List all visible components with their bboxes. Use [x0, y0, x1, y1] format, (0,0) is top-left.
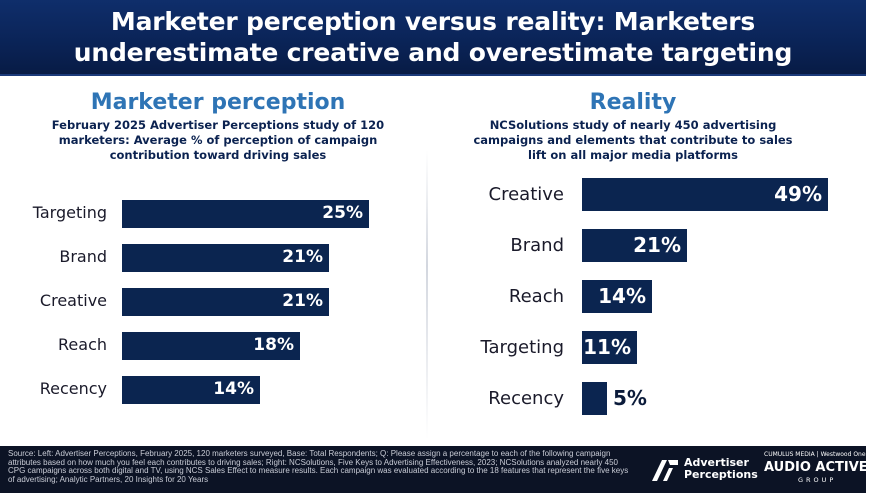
right-panel-title: Reality	[589, 90, 677, 115]
category-label: Brand	[59, 247, 107, 266]
bar-value-label: 14%	[213, 379, 254, 400]
bar-value-label: 14%	[598, 284, 646, 309]
bar-value-label: 21%	[282, 291, 323, 312]
bar-value-label: 21%	[282, 247, 323, 268]
bar-value-label: 49%	[774, 182, 822, 207]
cumulus-westwood-text: CUMULUS MEDIA | Westwood One	[764, 451, 866, 458]
category-label: Recency	[488, 387, 564, 409]
bar	[122, 376, 260, 404]
bar	[582, 178, 828, 211]
bar-value-label: 5%	[613, 386, 647, 411]
logo1-line1: Advertiser	[684, 456, 749, 469]
left-panel-title: Marketer perception	[90, 90, 346, 115]
panel-divider	[426, 150, 428, 440]
bar-value-label: 11%	[583, 335, 631, 360]
logo1-line2: Perceptions	[684, 468, 758, 481]
left-panel-subtitle: February 2025 Advertiser Perceptions stu…	[51, 118, 385, 162]
bar-value-label: 25%	[322, 203, 363, 224]
page-title: Marketer perception versus reality: Mark…	[73, 7, 793, 67]
bar	[122, 200, 369, 228]
audio-active-text: AUDIO ACTIVE	[764, 460, 868, 475]
audio-active-group-logo: CUMULUS MEDIA | Westwood One AUDIO ACTIV…	[762, 450, 868, 488]
category-label: Targeting	[480, 336, 564, 358]
bar-value-label: 18%	[253, 335, 294, 356]
advertiser-perceptions-logo-icon	[652, 460, 678, 481]
bar	[122, 244, 329, 272]
bar	[582, 229, 687, 262]
footer: Source: Left: Advertiser Perceptions, Fe…	[0, 446, 866, 493]
bar	[582, 382, 607, 415]
category-label: Creative	[488, 183, 564, 205]
bar-value-label: 21%	[633, 233, 681, 258]
header-banner: Marketer perception versus reality: Mark…	[0, 0, 866, 76]
group-text: GROUP	[798, 476, 837, 484]
right-panel-subtitle: NCSolutions study of nearly 450 advertis…	[473, 118, 793, 162]
category-label: Creative	[39, 291, 107, 310]
bar	[122, 332, 300, 360]
category-label: Brand	[510, 234, 564, 256]
category-label: Recency	[39, 379, 107, 398]
category-label: Reach	[58, 335, 107, 354]
bar	[122, 288, 329, 316]
category-label: Targeting	[32, 203, 107, 222]
bar	[582, 280, 652, 313]
category-label: Reach	[508, 285, 564, 307]
advertiser-perceptions-logo-text: Advertiser Perceptions	[684, 457, 758, 481]
advertiser-perceptions-logo: Advertiser Perceptions	[650, 455, 760, 485]
bar	[582, 331, 637, 364]
source-note: Source: Left: Advertiser Perceptions, Fe…	[8, 449, 629, 484]
